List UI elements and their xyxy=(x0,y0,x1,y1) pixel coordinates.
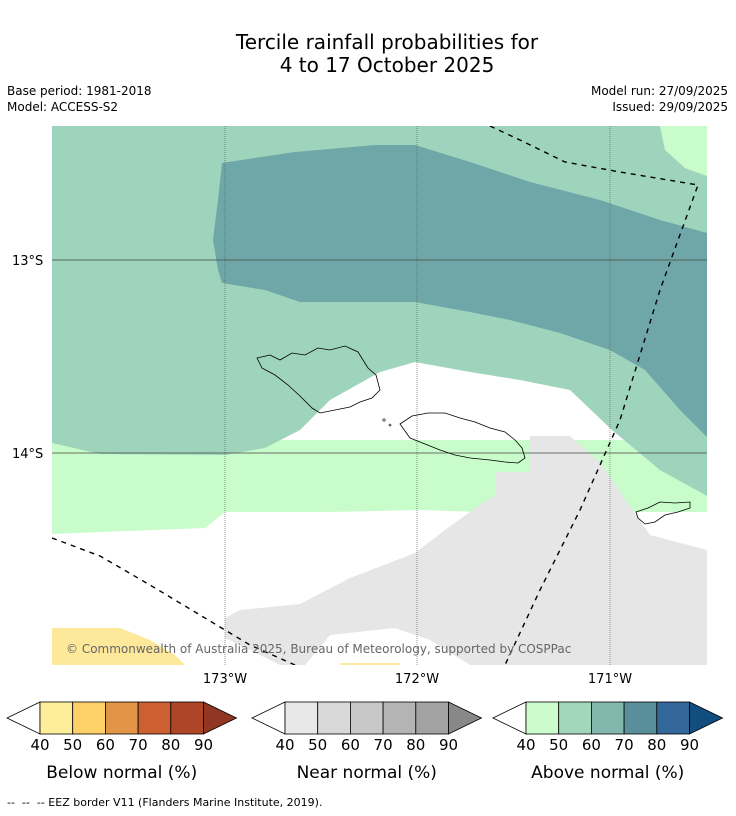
legend-tick-label: 70 xyxy=(129,736,148,754)
legend-swatch xyxy=(284,701,319,735)
legend-swatch xyxy=(39,701,74,735)
legend-tick-label: 50 xyxy=(63,736,82,754)
legend-label: Below normal (%) xyxy=(46,763,197,783)
title-line-2: 4 to 17 October 2025 xyxy=(279,53,495,77)
legend-tick-label: 50 xyxy=(549,736,568,754)
region-above-70 xyxy=(213,145,707,437)
graticule-lat xyxy=(52,259,707,454)
legend-swatch xyxy=(349,701,384,735)
tutuila-island[interactable] xyxy=(635,501,691,525)
lon-label-171w: 171°W xyxy=(588,672,632,687)
legend-2: 40 50 60 70 80 90 Above normal (%) xyxy=(492,701,724,783)
legend-tick-label: 40 xyxy=(275,736,294,754)
legend-0: 40 50 60 70 80 90 Below normal (%) xyxy=(6,701,238,783)
legend-swatch xyxy=(72,701,106,735)
legend-tick-label: 90 xyxy=(194,736,213,754)
legend-label: Near normal (%) xyxy=(297,763,437,783)
base-period: Base period: 1981-2018 xyxy=(7,84,152,98)
legend-swatch xyxy=(656,701,690,735)
legend-swatch xyxy=(591,701,625,735)
copyright-text: © Commonwealth of Australia 2025, Bureau… xyxy=(66,642,571,656)
legend-arrow-low xyxy=(6,701,41,735)
legend-swatch xyxy=(105,701,139,735)
legend-arrow-high xyxy=(448,701,483,735)
legend-arrow-low xyxy=(492,701,527,735)
lat-label-13s: 13°S xyxy=(12,254,43,269)
legend-swatch xyxy=(317,701,351,735)
legend-swatch xyxy=(415,701,449,735)
legend-swatch xyxy=(525,701,560,735)
legend-tick-label: 80 xyxy=(647,736,666,754)
legend-swatch xyxy=(170,701,204,735)
eez-footnote: -- -- -- EEZ border V11 (Flanders Marine… xyxy=(7,796,323,809)
legend-swatch xyxy=(382,701,417,735)
legend-arrow-low xyxy=(251,701,286,735)
islet xyxy=(388,423,392,427)
meta-left: Base period: 1981-2018 Model: ACCESS-S2 xyxy=(7,83,152,115)
legend-swatch xyxy=(623,701,658,735)
legend-swatch xyxy=(137,701,172,735)
legend-tick-label: 80 xyxy=(406,736,425,754)
map-area[interactable]: © Commonwealth of Australia 2025, Bureau… xyxy=(52,126,707,665)
lon-label-172w: 172°W xyxy=(395,672,439,687)
legend-tick-label: 80 xyxy=(161,736,180,754)
model-name: Model: ACCESS-S2 xyxy=(7,100,119,114)
model-run: Model run: 27/09/2025 xyxy=(590,84,728,98)
islet xyxy=(382,418,386,422)
legends: 40 50 60 70 80 90 Below normal (%) 40 50 60 70 80 90… xyxy=(6,701,724,783)
legend-tick-label: 60 xyxy=(582,736,601,754)
savaii-island[interactable] xyxy=(256,345,381,414)
legend-tick-label: 90 xyxy=(680,736,699,754)
title-line-1: Tercile rainfall probabilities for xyxy=(235,30,539,54)
legend-arrow-high xyxy=(689,701,724,735)
lat-label-14s: 14°S xyxy=(12,447,43,462)
legend-arrow-high xyxy=(203,701,238,735)
meta-right: Model run: 27/09/2025 Issued: 29/09/2025 xyxy=(591,83,728,115)
upolu-island[interactable] xyxy=(399,412,526,464)
legend-tick-label: 90 xyxy=(439,736,458,754)
legend-tick-label: 60 xyxy=(341,736,360,754)
issued-date: Issued: 29/09/2025 xyxy=(612,100,728,114)
legend-tick-label: 60 xyxy=(96,736,115,754)
legend-tick-label: 70 xyxy=(374,736,393,754)
region-near-40 xyxy=(225,436,707,665)
legend-swatch xyxy=(558,701,592,735)
region-above-40-north xyxy=(660,126,707,176)
eez-border xyxy=(52,126,699,665)
region-below-40 xyxy=(52,628,185,665)
lon-label-173w: 173°W xyxy=(203,672,247,687)
legend-tick-label: 40 xyxy=(30,736,49,754)
legend-tick-label: 50 xyxy=(308,736,327,754)
legend-tick-label: 40 xyxy=(516,736,535,754)
legend-tick-label: 70 xyxy=(615,736,634,754)
chart-title: Tercile rainfall probabilities for 4 to … xyxy=(0,31,736,77)
legend-label: Above normal (%) xyxy=(531,763,684,783)
region-below-40-south xyxy=(340,663,400,665)
